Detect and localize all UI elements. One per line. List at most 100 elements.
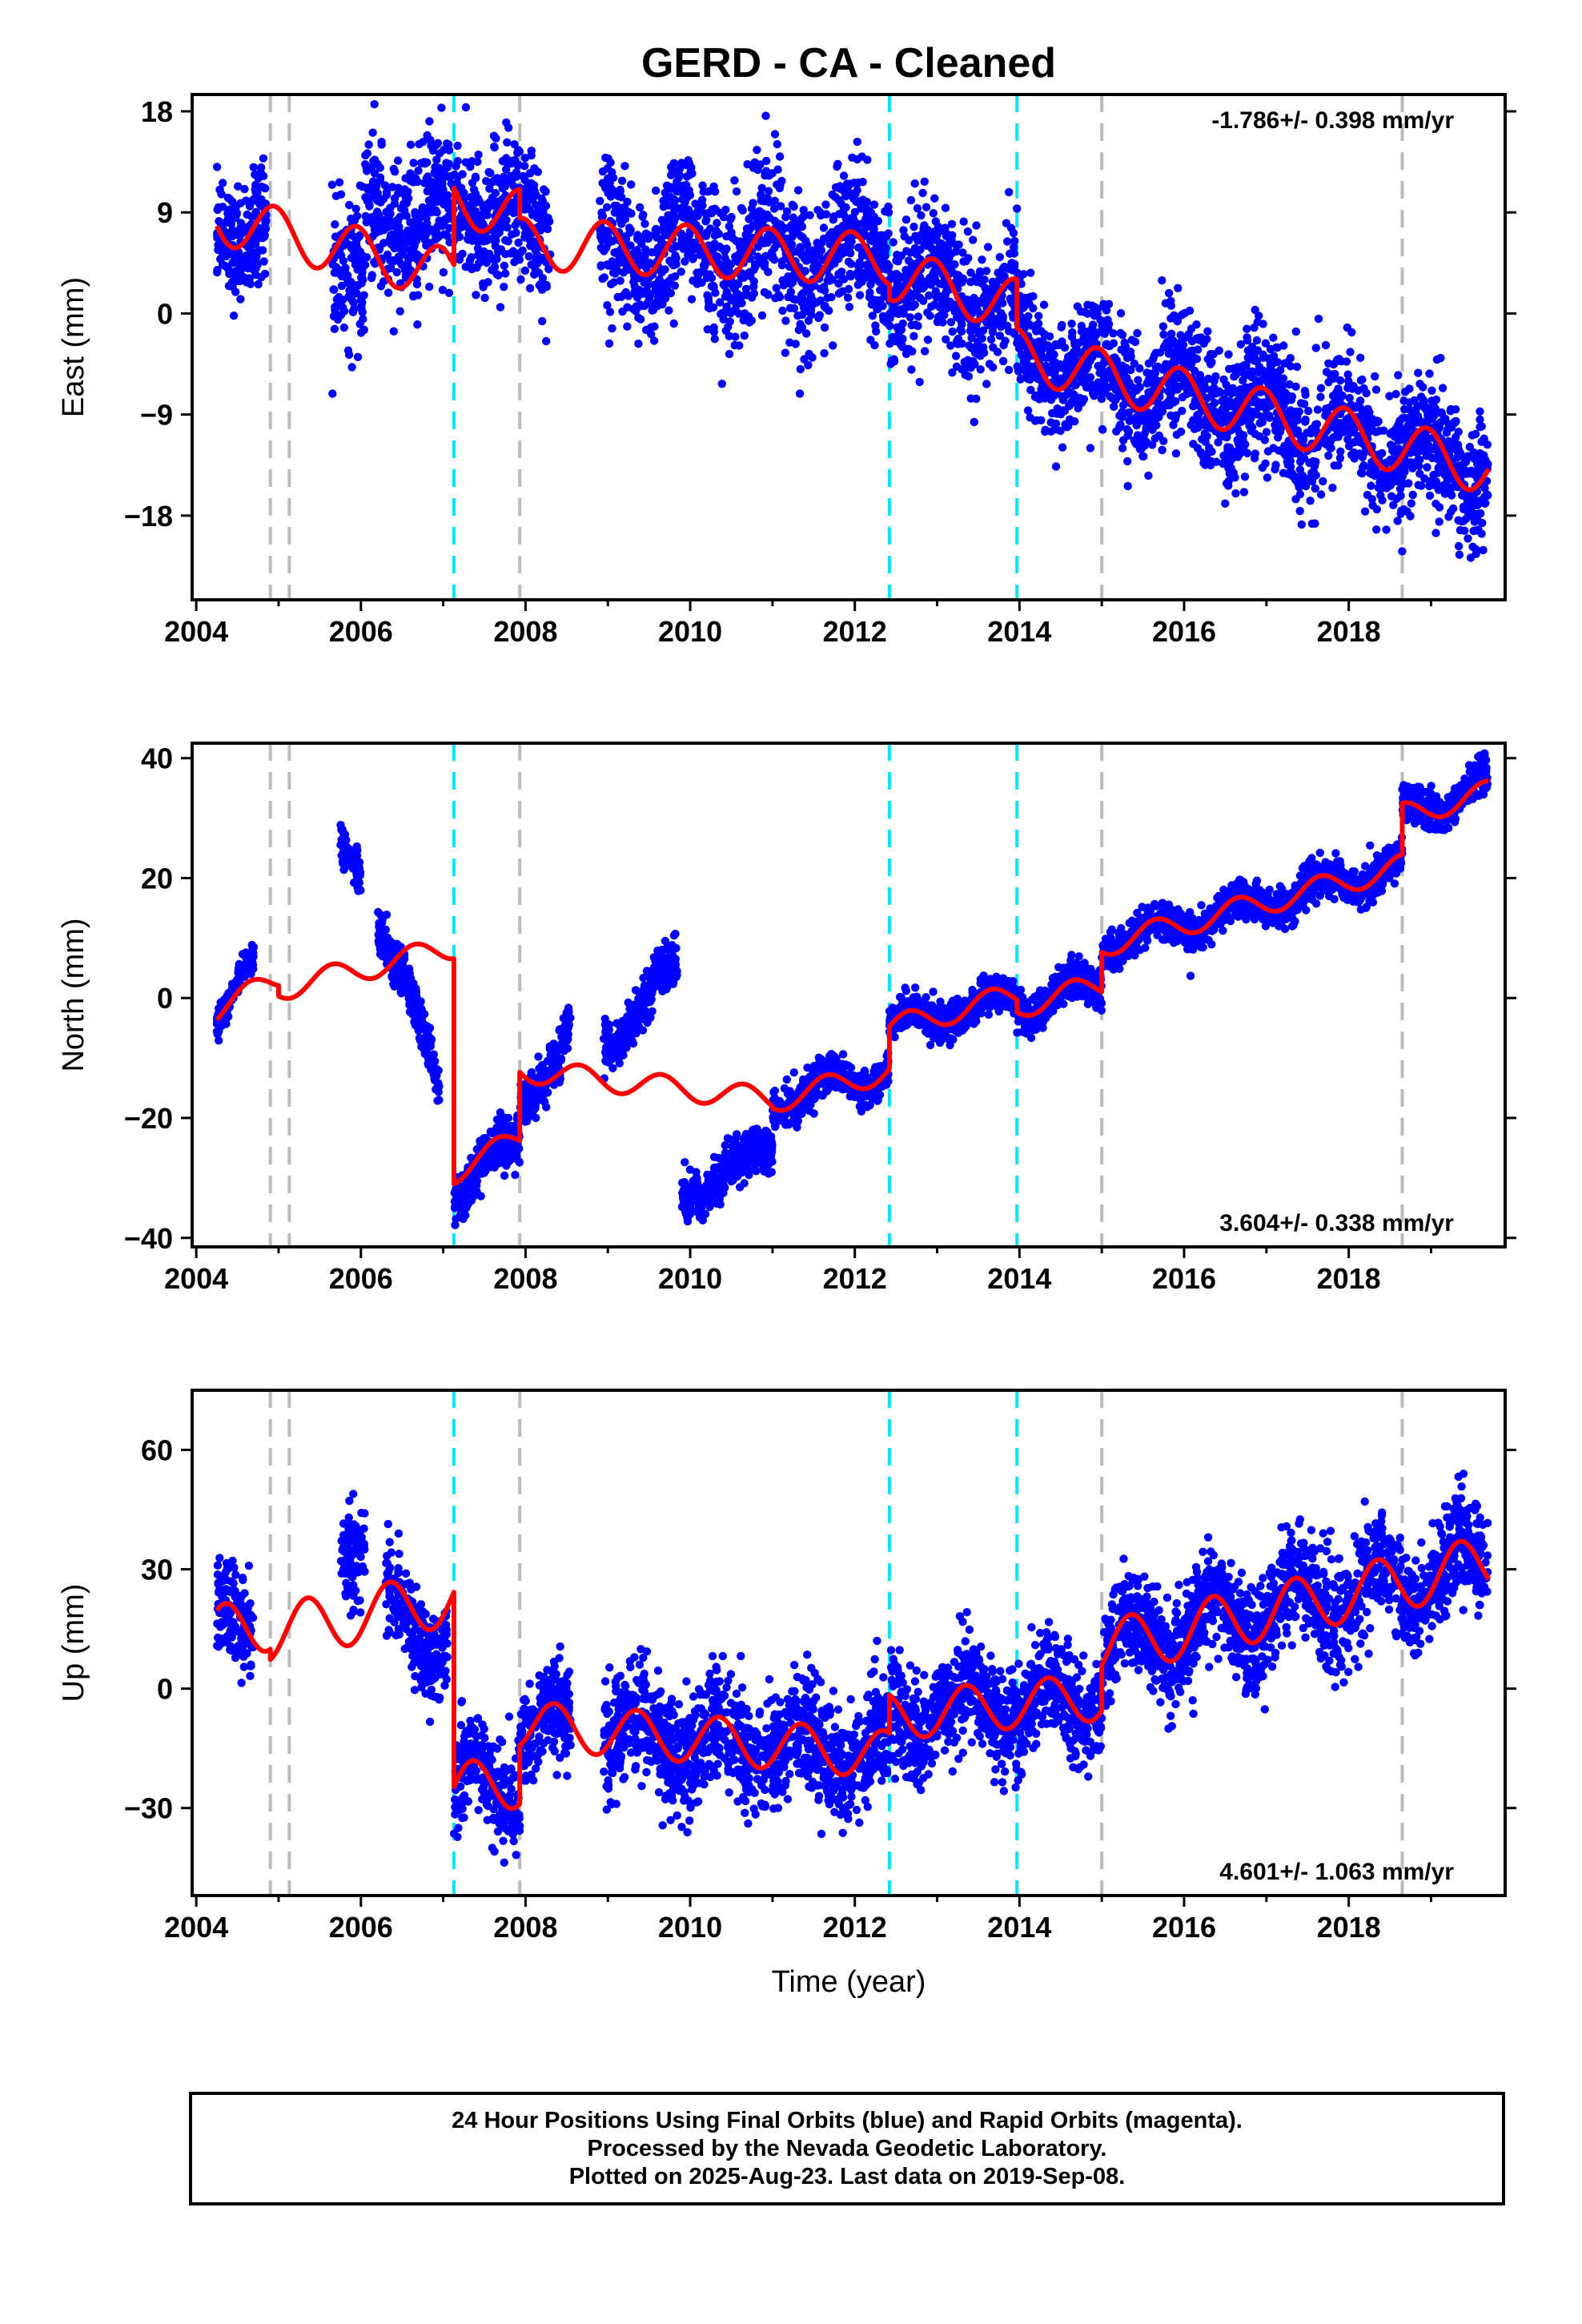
data-point xyxy=(781,212,790,222)
data-point xyxy=(709,323,718,332)
data-point xyxy=(918,188,927,198)
data-point xyxy=(738,206,747,215)
data-point xyxy=(1354,386,1363,395)
data-point xyxy=(903,303,913,312)
data-point xyxy=(1224,350,1233,359)
data-point xyxy=(225,205,235,214)
data-point xyxy=(899,226,908,235)
data-point xyxy=(701,231,711,240)
data-point xyxy=(375,243,384,252)
data-point xyxy=(1192,320,1201,329)
data-point xyxy=(351,204,360,213)
data-point xyxy=(1144,471,1153,480)
data-point xyxy=(327,180,336,189)
data-point xyxy=(1222,404,1231,412)
data-point xyxy=(1316,490,1326,499)
data-point xyxy=(757,196,765,205)
data-point xyxy=(1260,436,1270,444)
data-point xyxy=(335,178,344,187)
data-point xyxy=(1332,357,1341,366)
data-point xyxy=(982,380,991,388)
data-point xyxy=(681,257,689,266)
data-point xyxy=(362,253,371,262)
data-point xyxy=(1407,422,1416,432)
data-point xyxy=(850,179,859,187)
data-point xyxy=(749,265,758,275)
data-point xyxy=(623,322,632,331)
data-point xyxy=(1263,473,1272,482)
data-point xyxy=(1083,362,1093,371)
data-point xyxy=(978,334,987,343)
data-point xyxy=(503,223,512,232)
data-point xyxy=(1356,353,1365,362)
data-point xyxy=(1097,327,1106,336)
data-point xyxy=(1336,447,1345,456)
data-point xyxy=(338,296,347,304)
data-point xyxy=(869,246,879,255)
data-point xyxy=(393,215,402,224)
data-point xyxy=(1068,328,1077,337)
data-point xyxy=(228,269,238,278)
data-point xyxy=(259,257,268,266)
data-point xyxy=(1309,424,1318,433)
data-point xyxy=(762,156,771,166)
data-point xyxy=(1483,490,1492,499)
data-point xyxy=(868,312,877,320)
data-point xyxy=(1114,423,1124,432)
data-point xyxy=(480,293,489,303)
data-point xyxy=(853,267,862,277)
data-point xyxy=(1366,468,1375,477)
data-point xyxy=(675,171,684,179)
data-point xyxy=(1316,392,1325,401)
data-point xyxy=(661,294,670,303)
data-point xyxy=(1418,436,1427,445)
data-point xyxy=(942,304,952,313)
data-point xyxy=(771,294,780,303)
data-point xyxy=(540,211,548,219)
data-point xyxy=(800,355,809,364)
data-point xyxy=(627,180,636,189)
data-point xyxy=(708,205,717,214)
data-point xyxy=(1178,406,1186,416)
data-point xyxy=(500,182,509,191)
data-point xyxy=(772,239,781,248)
data-point xyxy=(1269,333,1278,342)
data-point xyxy=(511,221,520,230)
data-point xyxy=(1464,452,1473,460)
data-point xyxy=(349,298,358,307)
data-point xyxy=(731,332,740,341)
data-point xyxy=(1452,432,1460,441)
data-point xyxy=(724,322,733,332)
data-point xyxy=(691,199,700,208)
data-point xyxy=(652,302,662,311)
data-point xyxy=(412,279,422,289)
data-point xyxy=(640,251,649,260)
data-point xyxy=(757,311,767,320)
data-point xyxy=(966,277,975,287)
data-point xyxy=(966,394,975,403)
data-point xyxy=(367,273,376,283)
data-point xyxy=(509,208,518,218)
data-point xyxy=(1401,462,1410,471)
data-point xyxy=(906,195,916,205)
data-point xyxy=(763,232,772,241)
data-point xyxy=(604,261,612,270)
data-point xyxy=(1400,404,1409,414)
data-point xyxy=(257,163,266,172)
data-point xyxy=(496,303,505,312)
data-point xyxy=(1130,337,1140,347)
data-point xyxy=(890,271,899,280)
data-point xyxy=(512,228,520,237)
data-point xyxy=(533,259,542,267)
data-point xyxy=(1051,425,1061,434)
data-point xyxy=(1394,436,1403,445)
data-point xyxy=(1295,506,1304,516)
data-point xyxy=(685,171,694,179)
data-point xyxy=(617,176,627,185)
data-point xyxy=(1073,302,1082,311)
data-point xyxy=(242,278,251,287)
data-point xyxy=(1100,303,1110,312)
data-point xyxy=(228,231,237,241)
data-point xyxy=(789,304,799,313)
